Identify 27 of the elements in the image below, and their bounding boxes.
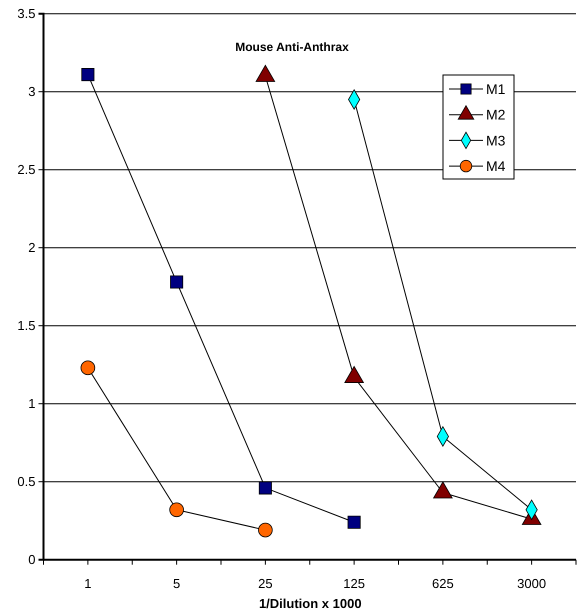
point <box>258 522 273 538</box>
y-tick-label: 0.5 <box>17 474 36 489</box>
point <box>170 275 184 289</box>
point <box>169 502 184 518</box>
text: Mouse Anti-Anthrax <box>235 40 350 54</box>
point <box>80 360 96 376</box>
legend-label: M1 <box>486 81 506 97</box>
point <box>258 481 272 494</box>
x-tick-label: 25 <box>258 576 273 591</box>
point <box>348 516 361 529</box>
x-tick-label: 5 <box>173 576 180 591</box>
point <box>81 68 94 82</box>
y-tick-label: 0 <box>28 552 36 567</box>
x-tick-label: 3000 <box>517 576 546 591</box>
y-tick-label: 1 <box>28 396 36 411</box>
legend-label: M4 <box>486 158 506 174</box>
y-tick-label: 3 <box>28 84 36 99</box>
y-tick-label: 2 <box>28 240 36 255</box>
y-tick-label: 1.5 <box>17 318 36 333</box>
x-tick-label: 125 <box>343 576 365 591</box>
y-tick-label: 2.5 <box>17 162 36 177</box>
x-tick-label: 625 <box>432 576 454 591</box>
x-tick-label: 1 <box>84 576 92 591</box>
y-tick-label: 3.5 <box>17 6 36 21</box>
legend-label: M3 <box>486 132 506 148</box>
x-axis-title: 1/Dilution x 1000 <box>258 596 362 611</box>
legend-label: M2 <box>486 106 506 123</box>
